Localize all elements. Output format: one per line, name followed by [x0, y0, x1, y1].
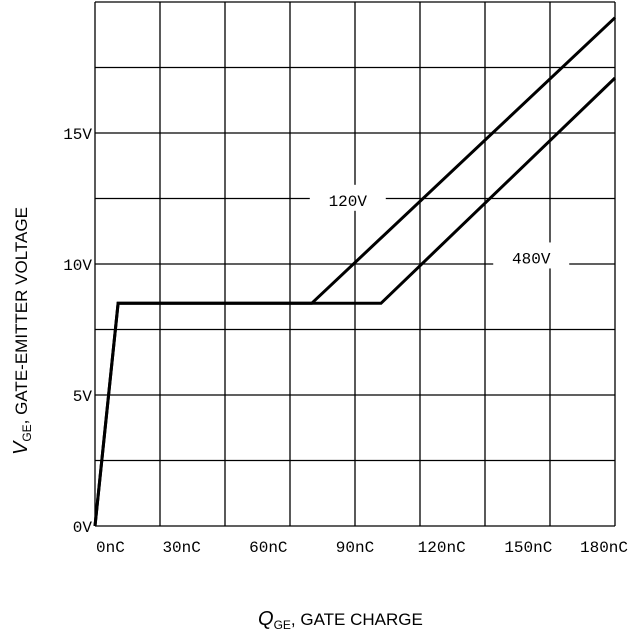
x-tick-label: 30nC — [162, 539, 200, 557]
tick-labels: 0V 5V 10V 15V 0nC 30nC 60nC 90nC 120nC 150nC 180nC — [63, 126, 628, 557]
series-line-1 — [93, 76, 617, 527]
y-tick-label: 15V — [63, 126, 92, 144]
x-tick-label: 120nC — [418, 539, 466, 557]
series-label-bg — [493, 242, 570, 269]
x-axis-label: QGE, GATE CHARGE — [258, 608, 423, 632]
series-label-bg — [309, 184, 386, 211]
y-axis-label: VGE, GATE-EMITTER VOLTAGE — [10, 207, 34, 455]
x-tick-label: 60nC — [249, 539, 287, 557]
x-tick-label: 180nC — [580, 539, 628, 557]
series-lines — [93, 16, 617, 527]
x-tick-label: 150nC — [504, 539, 552, 557]
series-labels: 120V 480V — [309, 184, 570, 269]
series-label: 120V — [329, 193, 368, 211]
y-tick-label: 5V — [73, 388, 93, 406]
x-tick-label: 0nC — [96, 539, 125, 557]
y-tick-label: 0V — [73, 519, 93, 537]
series-label: 480V — [512, 250, 551, 268]
x-tick-label: 90nC — [336, 539, 374, 557]
y-tick-label: 10V — [63, 257, 92, 275]
